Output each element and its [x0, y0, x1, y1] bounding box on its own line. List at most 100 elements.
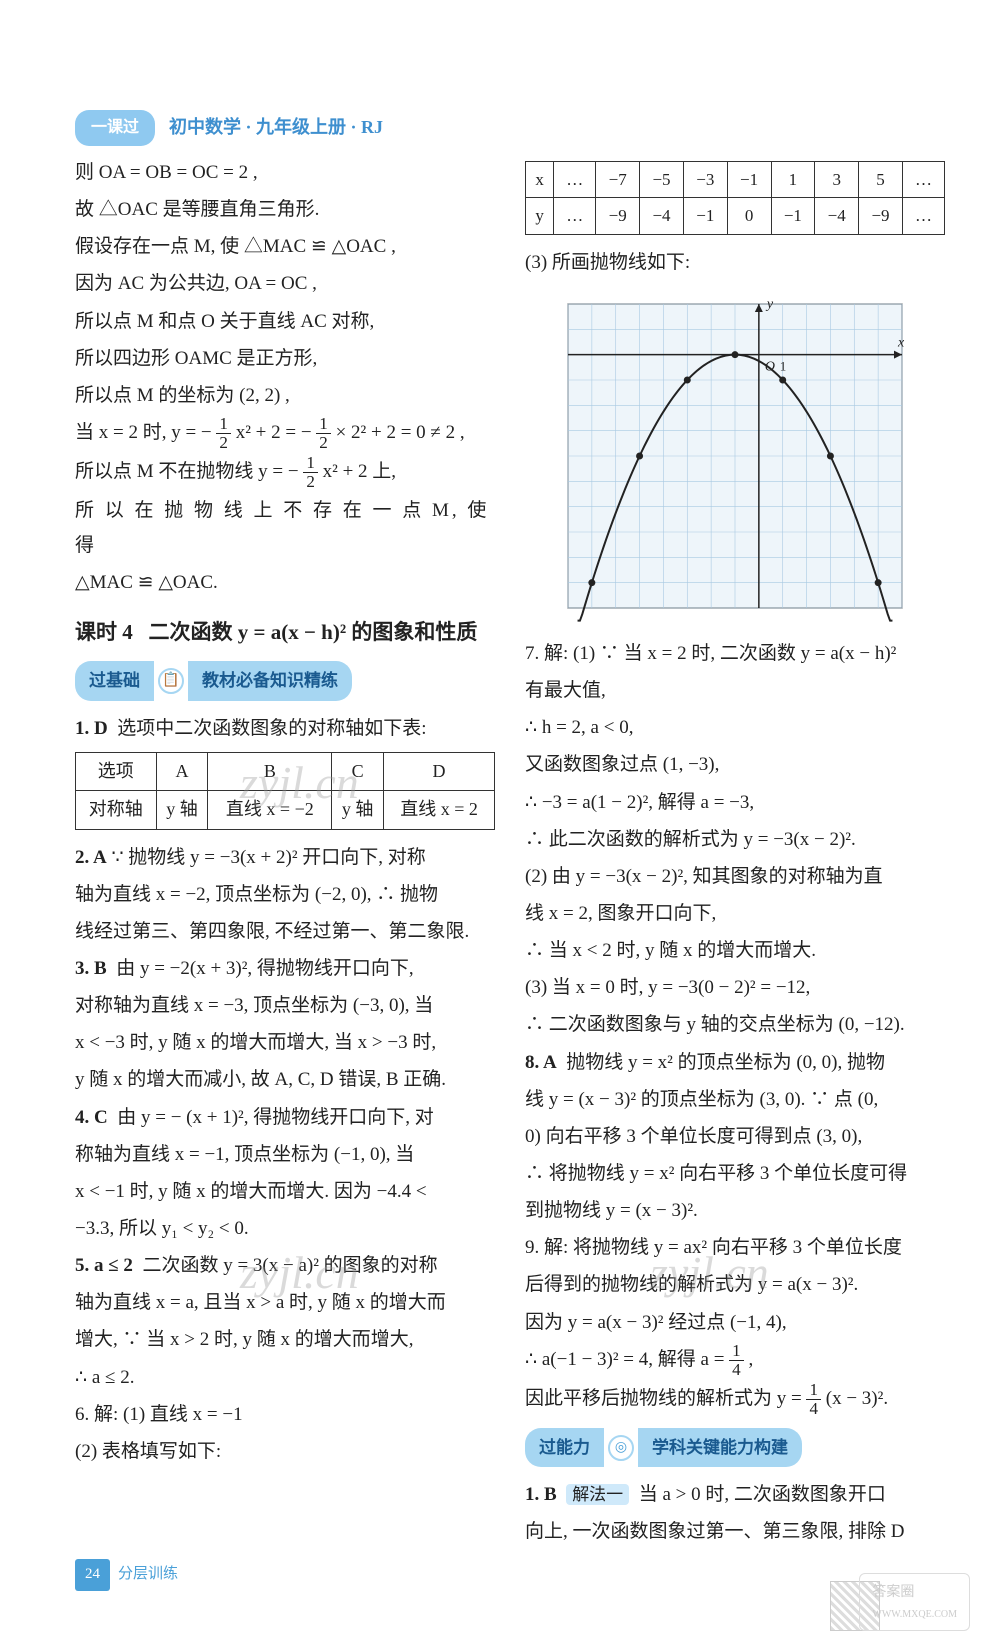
answer-text: 当 a > 0 时, 二次函数图象开口	[639, 1484, 886, 1505]
content-columns: 则 OA = OB = OC = 2 , 故 △OAC 是等腰直角三角形. 假设…	[75, 155, 945, 1552]
options-table: 选项 A B C D 对称轴 y 轴 直线 x = −2 y 轴 直线 x = …	[75, 752, 495, 830]
cell: 3	[815, 162, 859, 198]
cell: −5	[640, 162, 684, 198]
right-column: x … −7 −5 −3 −1 1 3 5 … y … −9 −4 −1	[525, 155, 945, 1552]
text-line: ∴ a ≤ 2.	[75, 1360, 495, 1395]
answer-line: 2. A ∵ 抛物线 y = −3(x + 2)² 开口向下, 对称	[75, 840, 495, 875]
parabola-chart: O1yx	[550, 286, 920, 626]
cell: A	[156, 752, 208, 790]
fragment: ,	[748, 1349, 753, 1370]
fraction: 12	[303, 454, 318, 491]
svg-text:1: 1	[780, 359, 787, 374]
pill-left: 过能力	[525, 1428, 604, 1467]
text-line: y 随 x 的增大而减小, 故 A, C, D 错误, B 正确.	[75, 1062, 495, 1097]
text-line: 向上, 一次函数图象过第一、第三象限, 排除 D	[525, 1514, 945, 1549]
text-line: ∴ h = 2, a < 0,	[525, 710, 945, 745]
cell: 直线 x = −2	[208, 791, 332, 829]
answer-text: 选项中二次函数图象的对称轴如下表:	[117, 718, 426, 739]
answer-line: 6. 解: (1) 直线 x = −1	[75, 1397, 495, 1432]
fragment: × 2² + 2 = 0 ≠ 2 ,	[336, 422, 465, 443]
header-title: 初中数学 · 九年级上册 · RJ	[169, 111, 383, 144]
fragment: x² + 2 = −	[236, 422, 312, 443]
answer-text: 由 y = − (x + 1)², 得抛物线开口向下, 对	[117, 1107, 434, 1128]
cell: …	[902, 198, 944, 234]
text-line: 线 y = (x − 3)² 的顶点坐标为 (3, 0). ∵ 点 (0,	[525, 1082, 945, 1117]
answer-text: 抛物线 y = x² 的顶点坐标为 (0, 0), 抛物	[566, 1052, 885, 1073]
cell: −3	[683, 162, 727, 198]
answer-line: 1. B 解法一 当 a > 0 时, 二次函数图象开口	[525, 1477, 945, 1512]
cell: 对称轴	[76, 791, 157, 829]
answer-text: 由 y = −2(x + 3)², 得抛物线开口向下,	[116, 958, 414, 979]
cell: −9	[596, 198, 640, 234]
svg-text:y: y	[765, 297, 774, 312]
cell: …	[902, 162, 944, 198]
table-row: y … −9 −4 −1 0 −1 −4 −9 …	[526, 198, 945, 234]
text-line: 有最大值,	[525, 673, 945, 708]
text-line: (2) 由 y = −3(x − 2)², 知其图象的对称轴为直	[525, 859, 945, 894]
text-line: 所以点 M 的坐标为 (2, 2) ,	[75, 378, 495, 413]
cell: 1	[771, 162, 815, 198]
pill-basic: 过基础 📋 教材必备知识精练	[75, 661, 495, 700]
text-line: 轴为直线 x = a, 且当 x > a 时, y 随 x 的增大而	[75, 1285, 495, 1320]
page: 一课过 初中数学 · 九年级上册 · RJ 则 OA = OB = OC = 2…	[0, 0, 1000, 1651]
page-number: 24	[75, 1559, 110, 1591]
text-line: 因为 y = a(x − 3)² 经过点 (−1, 4),	[525, 1305, 945, 1340]
brand-name: 答案圈	[872, 1580, 957, 1606]
target-icon: ◎	[608, 1435, 634, 1461]
pill-ability: 过能力 ◎ 学科关键能力构建	[525, 1428, 945, 1467]
text-line: 线经过第三、第四象限, 不经过第一、第二象限.	[75, 914, 495, 949]
cell: 5	[859, 162, 903, 198]
cell: y 轴	[156, 791, 208, 829]
cell: −1	[771, 198, 815, 234]
header-pill: 一课过	[75, 110, 155, 146]
text-line: 后得到的抛物线的解析式为 y = a(x − 3)².	[525, 1267, 945, 1302]
answer-number: 3. B	[75, 958, 107, 979]
table-row: x … −7 −5 −3 −1 1 3 5 …	[526, 162, 945, 198]
text-line: 因此平移后抛物线的解析式为 y = 14 (x − 3)².	[525, 1381, 945, 1418]
page-header: 一课过 初中数学 · 九年级上册 · RJ	[75, 110, 383, 146]
left-column: 则 OA = OB = OC = 2 , 故 △OAC 是等腰直角三角形. 假设…	[75, 155, 495, 1552]
text-line: (2) 表格填写如下:	[75, 1434, 495, 1469]
text-line: x < −1 时, y 随 x 的增大而增大. 因为 −4.4 <	[75, 1174, 495, 1209]
chart-caption: (3) 所画抛物线如下:	[525, 245, 945, 280]
answer-line: 7. 解: (1) ∵ 当 x = 2 时, 二次函数 y = a(x − h)…	[525, 636, 945, 671]
fragment: 所以点 M 不在抛物线 y = −	[75, 461, 299, 482]
text-line: 假设存在一点 M, 使 △MAC ≌ △OAC ,	[75, 229, 495, 264]
cell: −4	[640, 198, 684, 234]
fragment: 当 x = 2 时, y = −	[75, 422, 212, 443]
cell: −4	[815, 198, 859, 234]
answer-text: ∵ 抛物线 y = −3(x + 2)² 开口向下, 对称	[111, 847, 425, 868]
cell: −7	[596, 162, 640, 198]
cell: y	[526, 198, 554, 234]
cell: −1	[727, 162, 771, 198]
answer-number: 5. a ≤ 2	[75, 1255, 133, 1276]
text-line: ∴ a(−1 − 3)² = 4, 解得 a = 14 ,	[525, 1342, 945, 1379]
text-line: ∴ 此二次函数的解析式为 y = −3(x − 2)².	[525, 822, 945, 857]
lesson-number: 课时 4	[75, 620, 133, 644]
text-line: 0) 向右平移 3 个单位长度可得到点 (3, 0),	[525, 1119, 945, 1154]
fragment: ∴ a(−1 − 3)² = 4, 解得 a =	[525, 1349, 729, 1370]
lesson-title: 二次函数 y = a(x − h)² 的图象和性质	[149, 620, 478, 644]
section-title: 课时 4 二次函数 y = a(x − h)² 的图象和性质	[75, 613, 495, 652]
brand-url: WWW.MXQE.COM	[872, 1606, 957, 1625]
answer-number: 8. A	[525, 1052, 557, 1073]
brand-badge: 答案圈 WWW.MXQE.COM	[859, 1573, 970, 1631]
text-line: 线 x = 2, 图象开口向下,	[525, 896, 945, 931]
cell: D	[384, 752, 495, 790]
page-footer: 24 分层训练	[75, 1559, 178, 1591]
answer-line: 3. B 由 y = −2(x + 3)², 得抛物线开口向下,	[75, 951, 495, 986]
cell: B	[208, 752, 332, 790]
answer-number: 1. D	[75, 718, 108, 739]
clipboard-icon: 📋	[158, 668, 184, 694]
text-line: 又函数图象过点 (1, −3),	[525, 747, 945, 782]
answer-line: 8. A 抛物线 y = x² 的顶点坐标为 (0, 0), 抛物	[525, 1045, 945, 1080]
method-tag: 解法一	[566, 1484, 629, 1505]
text-line: 所以点 M 和点 O 关于直线 AC 对称,	[75, 304, 495, 339]
fraction: 12	[216, 415, 231, 452]
cell: 直线 x = 2	[384, 791, 495, 829]
text-line: 对称轴为直线 x = −3, 顶点坐标为 (−3, 0), 当	[75, 988, 495, 1023]
table-row: 对称轴 y 轴 直线 x = −2 y 轴 直线 x = 2	[76, 791, 495, 829]
text-line: ∴ −3 = a(1 − 2)², 解得 a = −3,	[525, 785, 945, 820]
text-line: −3.3, 所以 y₁ < y₂ < 0.	[75, 1211, 495, 1246]
text-line: ∴ 当 x < 2 时, y 随 x 的增大而增大.	[525, 933, 945, 968]
